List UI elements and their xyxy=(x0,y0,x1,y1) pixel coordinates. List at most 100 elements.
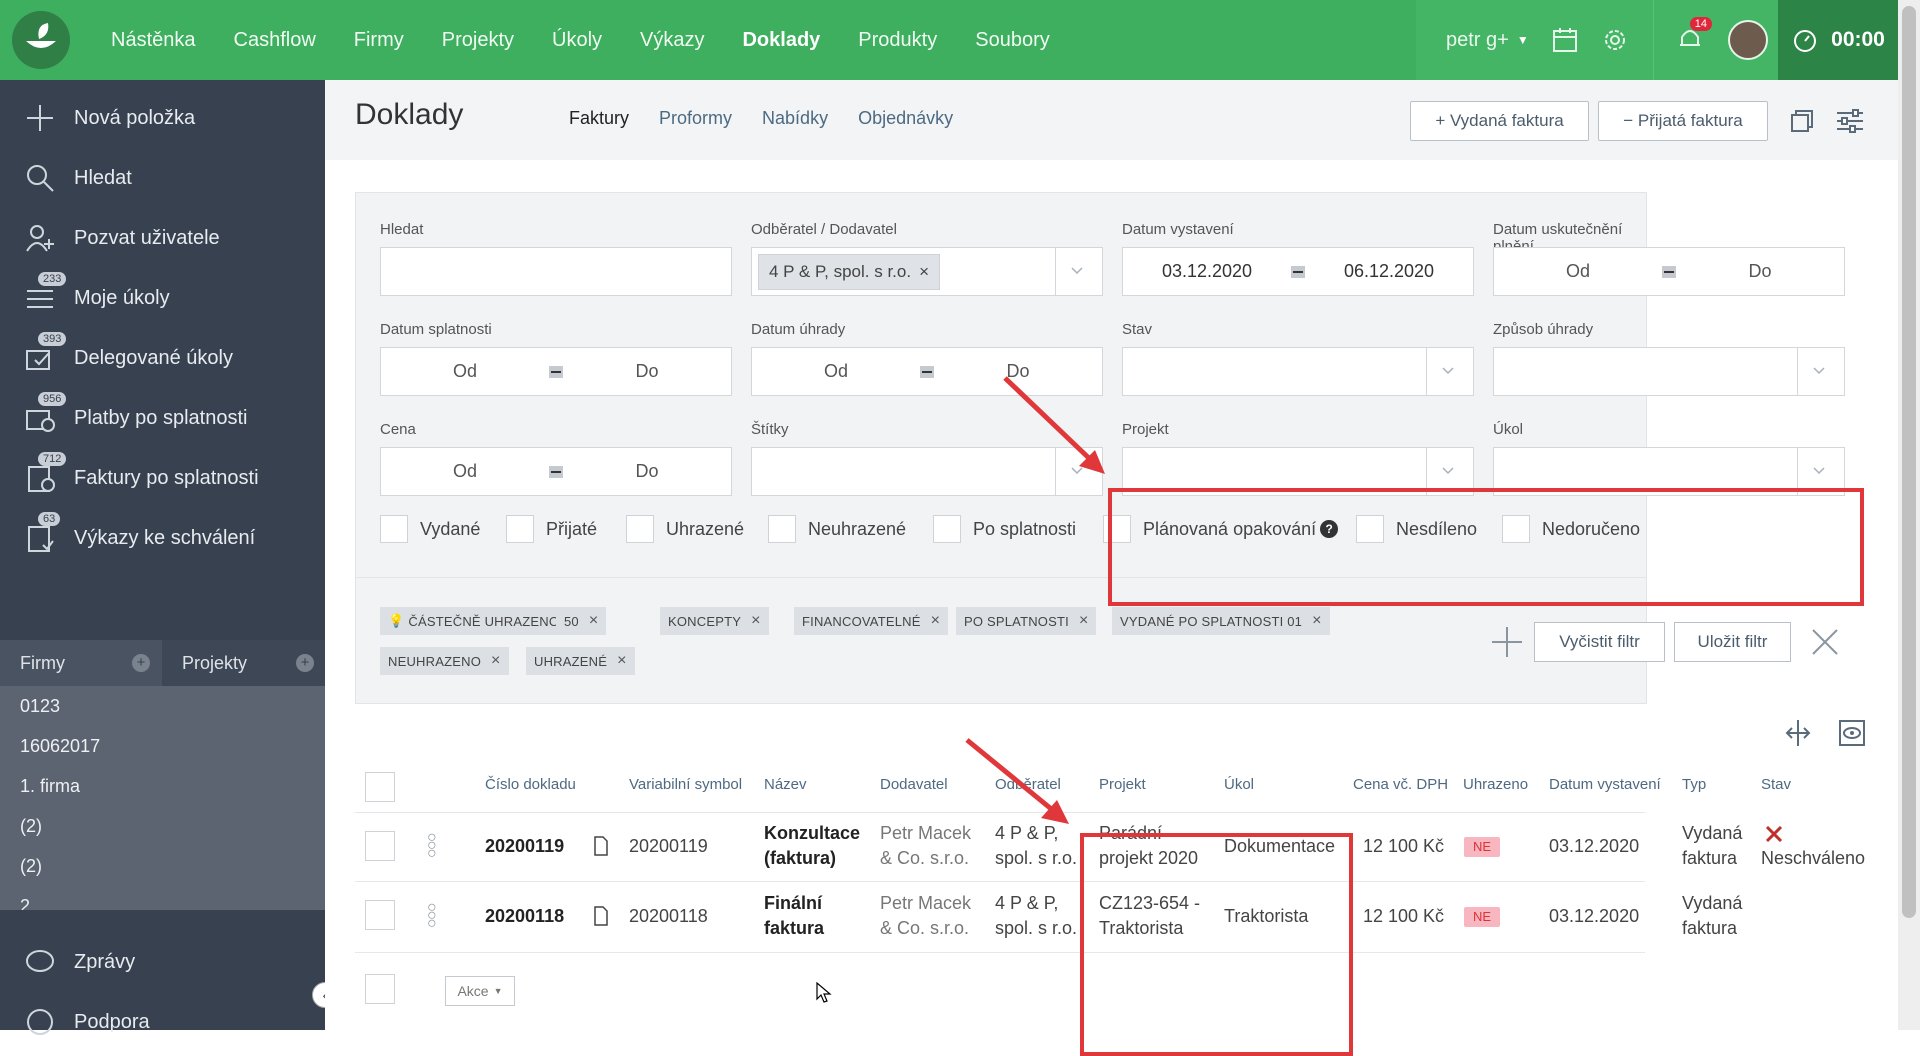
tab-projects[interactable]: Projekty xyxy=(182,640,247,686)
issue-date-to[interactable]: 06.12.2020 xyxy=(1343,261,1435,281)
state-select[interactable] xyxy=(1122,347,1474,396)
chevron-down-icon[interactable] xyxy=(1813,464,1825,476)
row-checkbox[interactable] xyxy=(365,831,395,861)
remove-tag-icon[interactable]: × xyxy=(1078,612,1089,629)
remove-tag-icon[interactable]: × xyxy=(617,652,627,669)
date-to[interactable]: Do xyxy=(1748,261,1772,281)
sidebar-item-messages[interactable]: Zprávy xyxy=(0,932,325,992)
row-menu-icon[interactable]: ○ ○ ○ xyxy=(427,829,437,862)
payment-method-select[interactable] xyxy=(1493,347,1845,396)
column-header-price[interactable]: Cena vč. DPH xyxy=(1353,776,1449,793)
task-select[interactable] xyxy=(1493,447,1845,496)
project-select[interactable] xyxy=(1122,447,1474,496)
timer[interactable]: 00:00 xyxy=(1778,0,1898,80)
add-project-icon[interactable]: + xyxy=(296,654,314,672)
saved-filter-tag[interactable]: FINANCOVATELNÉ × xyxy=(794,607,949,635)
list-item[interactable]: (2) xyxy=(20,856,42,876)
paid-date-range[interactable]: Od Do xyxy=(751,347,1103,396)
remove-chip-icon[interactable]: × xyxy=(919,262,930,281)
sidebar-item-reports[interactable]: 63 Výkazy ke schválení xyxy=(0,508,325,568)
checkbox-paid[interactable]: Uhrazené xyxy=(626,515,744,543)
invoice-name[interactable]: Konzultace xyxy=(764,823,861,843)
issue-date-from[interactable]: 03.12.2020 xyxy=(1161,261,1253,281)
add-filter-icon[interactable] xyxy=(1490,625,1524,659)
nav-item-ukoly[interactable]: Úkoly xyxy=(552,28,603,51)
issue-date-range[interactable]: 03.12.2020 06.12.2020 xyxy=(1122,247,1474,296)
nav-item-soubory[interactable]: Soubory xyxy=(975,28,1050,51)
checkbox-recurring[interactable]: Plánovaná opakování? xyxy=(1103,515,1339,543)
column-header-vs[interactable]: Variabilní symbol xyxy=(629,776,743,793)
page-scrollbar[interactable] xyxy=(1898,0,1920,1030)
price-from[interactable]: Od xyxy=(452,461,477,481)
received-invoice-button[interactable]: − Přijatá faktura xyxy=(1598,101,1768,141)
invoice-number[interactable]: 20200119 xyxy=(485,836,565,856)
chevron-down-icon[interactable] xyxy=(1071,464,1083,476)
calendar-icon[interactable] xyxy=(1551,26,1579,54)
saved-filter-tag[interactable]: PO SPLATNOSTI × xyxy=(956,607,1097,635)
remove-tag-icon[interactable]: × xyxy=(930,612,941,629)
gear-icon[interactable] xyxy=(1601,26,1629,54)
checkbox-undelivered[interactable]: Nedoručeno xyxy=(1502,515,1640,543)
column-header-issue-date[interactable]: Datum vystavení xyxy=(1549,776,1661,793)
row-checkbox[interactable] xyxy=(365,900,395,930)
pdf-icon[interactable] xyxy=(593,836,609,856)
column-header-paid[interactable]: Uhrazeno xyxy=(1463,776,1529,793)
chevron-down-icon[interactable] xyxy=(1442,364,1454,376)
nav-item-vykazy[interactable]: Výkazy xyxy=(640,28,705,51)
remove-tag-icon[interactable]: × xyxy=(751,612,761,629)
sidebar-item-delegated[interactable]: 393 Delegované úkoly xyxy=(0,328,325,388)
select-all-checkbox[interactable] xyxy=(365,772,395,802)
date-to[interactable]: Do xyxy=(635,361,659,381)
list-item[interactable]: 16062017 xyxy=(20,736,101,756)
column-header-state[interactable]: Stav xyxy=(1761,776,1792,793)
user-menu[interactable]: petr g+ xyxy=(1446,28,1509,51)
nav-item-firmy[interactable]: Firmy xyxy=(353,28,404,51)
list-item[interactable]: 2 xyxy=(20,896,31,910)
invoice-name[interactable]: Finální xyxy=(764,893,822,913)
date-from[interactable]: Od xyxy=(823,361,848,381)
saved-filter-tag[interactable]: 💡ČÁSTEČNĚ UHRAZENO× xyxy=(380,607,587,635)
column-header-project[interactable]: Projekt xyxy=(1099,776,1146,793)
bulk-select-checkbox[interactable] xyxy=(365,974,395,1004)
invoice-number[interactable]: 20200118 xyxy=(485,906,565,926)
sidebar-item-search[interactable]: Hledat xyxy=(0,148,325,208)
saved-filter-tag[interactable]: 50 × xyxy=(556,607,607,635)
tab-objednavky[interactable]: Objednávky xyxy=(858,108,954,128)
checkbox-unshared[interactable]: Nesdíleno xyxy=(1356,515,1477,543)
checkbox-issued[interactable]: Vydané xyxy=(380,515,480,543)
row-menu-icon[interactable]: ○ ○ ○ xyxy=(427,899,437,932)
invoice-name-line2[interactable]: (faktura) xyxy=(764,848,837,868)
sidebar-item-payments[interactable]: 956 Platby po splatnosti xyxy=(0,388,325,448)
remove-tag-icon[interactable]: × xyxy=(491,652,501,669)
nav-item-doklady[interactable]: Doklady xyxy=(742,28,821,51)
tags-select[interactable] xyxy=(751,447,1103,496)
partner-select[interactable]: 4 P & P, spol. s r.o. × xyxy=(751,247,1103,296)
list-item[interactable]: (2) xyxy=(20,816,42,836)
nav-item-projekty[interactable]: Projekty xyxy=(441,28,514,51)
search-input[interactable] xyxy=(380,247,732,296)
column-header-type[interactable]: Typ xyxy=(1682,776,1707,793)
nav-item-produkty[interactable]: Produkty xyxy=(858,28,938,51)
copy-icon[interactable] xyxy=(1785,104,1819,138)
remove-tag-icon[interactable]: × xyxy=(1312,612,1322,629)
saved-filter-tag[interactable]: VYDANÉ PO SPLATNOSTI 01 × xyxy=(1112,607,1330,635)
pdf-icon[interactable] xyxy=(593,906,609,926)
column-header-task[interactable]: Úkol xyxy=(1224,776,1255,793)
remove-tag-icon[interactable]: × xyxy=(588,612,599,629)
close-icon[interactable] xyxy=(1810,627,1840,657)
column-header-customer[interactable]: Odběratel xyxy=(995,776,1061,793)
checkbox-overdue[interactable]: Po splatnosti xyxy=(933,515,1076,543)
actions-dropdown[interactable]: Akce ▼ xyxy=(445,976,515,1006)
list-item[interactable]: 0123 xyxy=(20,696,61,716)
tab-faktury[interactable]: Faktury xyxy=(569,108,630,128)
avatar[interactable] xyxy=(1727,20,1768,60)
issued-invoice-button[interactable]: + Vydaná faktura xyxy=(1410,101,1589,141)
date-from[interactable]: Od xyxy=(1565,261,1590,281)
price-to[interactable]: Do xyxy=(635,461,659,481)
fulfil-date-range[interactable]: Od Do xyxy=(1493,247,1845,296)
add-firm-icon[interactable]: + xyxy=(132,654,150,672)
bell-icon[interactable]: 14 xyxy=(1676,17,1712,55)
save-filter-button[interactable]: Uložit filtr xyxy=(1674,622,1791,662)
sidebar-item-new[interactable]: Nová položka xyxy=(0,88,325,148)
saved-filter-tag[interactable]: NEUHRAZENO × xyxy=(380,647,509,675)
